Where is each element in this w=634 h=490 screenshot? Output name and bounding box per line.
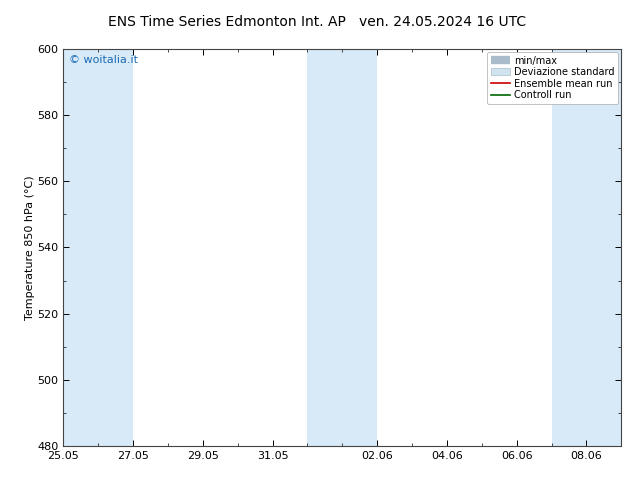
Text: © woitalia.it: © woitalia.it <box>69 55 138 65</box>
Bar <box>552 49 621 446</box>
Y-axis label: Temperature 850 hPa (°C): Temperature 850 hPa (°C) <box>25 175 34 320</box>
Bar <box>307 49 377 446</box>
Bar <box>63 49 133 446</box>
Text: ENS Time Series Edmonton Int. AP   ven. 24.05.2024 16 UTC: ENS Time Series Edmonton Int. AP ven. 24… <box>108 15 526 29</box>
Legend: min/max, Deviazione standard, Ensemble mean run, Controll run: min/max, Deviazione standard, Ensemble m… <box>487 52 618 104</box>
